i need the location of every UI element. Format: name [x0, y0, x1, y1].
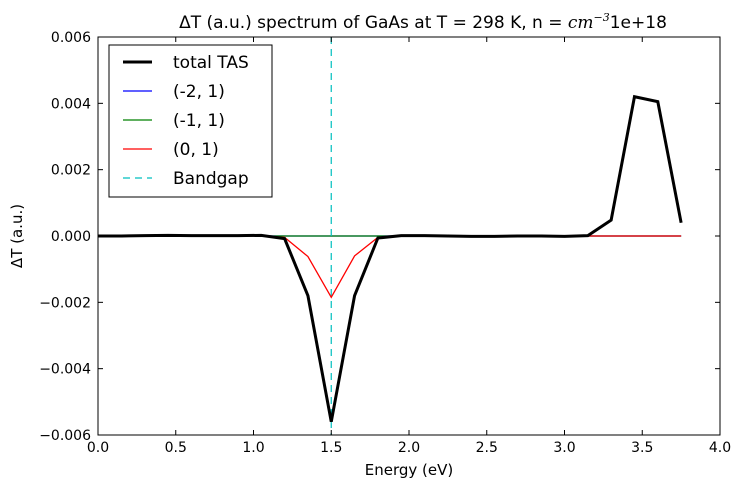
- legend-label-bandgap: Bandgap: [173, 169, 249, 189]
- legend-label-2-1: (-2, 1): [173, 82, 225, 102]
- x-tick-label: 1.0: [242, 440, 264, 456]
- y-tick-label: 0.006: [51, 30, 91, 46]
- x-tick-label: 3.5: [631, 440, 653, 456]
- x-tick-label: 1.5: [320, 440, 342, 456]
- legend-label-total-tas: total TAS: [173, 53, 249, 73]
- chart-title: ΔT (a.u.) spectrum of GaAs at T = 298 K,…: [179, 11, 667, 33]
- x-axis-label: Energy (eV): [365, 461, 453, 479]
- x-tick-label: 3.0: [553, 440, 575, 456]
- chart-title-prefix: ΔT (a.u.) spectrum of GaAs at T = 298 K,…: [179, 13, 568, 33]
- y-tick-label: −0.006: [39, 428, 91, 444]
- legend-frame: [108, 44, 273, 198]
- chart-title-suffix: 1e+18: [610, 13, 667, 33]
- legend-label-0-1: (0, 1): [173, 140, 219, 160]
- x-tick-label: 0.0: [87, 440, 109, 456]
- y-tick-label: −0.004: [39, 362, 91, 378]
- chart-title-exponent: −3: [594, 11, 610, 24]
- ticks-layer: 0.0 0.5 1.0 1.5 2.0 2.5 3.0 3.5 4.0 −0.006 −0.004 −…: [39, 30, 731, 456]
- y-axis-label: ΔT (a.u.): [8, 204, 26, 268]
- y-tick-label: 0.004: [51, 96, 91, 112]
- x-tick-label: 4.0: [709, 440, 731, 456]
- y-tick-label: 0.000: [51, 229, 91, 245]
- legend: total TAS (-2, 1) (-1, 1) (0, 1) Bandgap: [108, 44, 273, 198]
- legend-label-1-1: (-1, 1): [173, 111, 225, 131]
- chart-title-unit: cm: [568, 13, 594, 33]
- x-tick-label: 0.5: [165, 440, 187, 456]
- x-tick-label: 2.0: [398, 440, 420, 456]
- y-tick-label: −0.002: [39, 295, 91, 311]
- x-tick-label: 2.5: [476, 440, 498, 456]
- series-layer: [98, 37, 683, 435]
- y-tick-label: 0.002: [51, 163, 91, 179]
- series-line-total-tas: [98, 94, 683, 423]
